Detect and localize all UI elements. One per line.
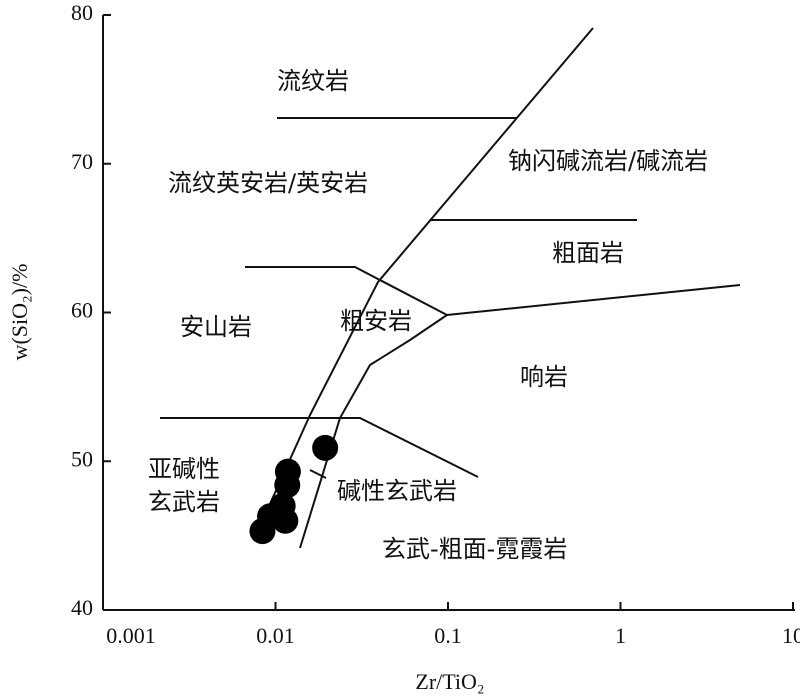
y-tick-label: 70 [71,149,93,174]
boundaries [160,27,741,549]
x-tick-label: 10 [782,623,800,648]
x-tick-label: 1 [615,623,626,648]
boundary-line [309,469,327,479]
region-label: 响岩 [520,363,568,391]
y-tick-label: 50 [71,446,93,471]
x-axis-label: Zr/TiO₂ [415,669,484,694]
region-label: 粗面岩 [552,239,624,267]
x-tick-label: 0.01 [256,623,295,648]
data-point [249,518,276,545]
region-label: 碱性玄武岩 [337,477,457,505]
region-label: 钠闪碱流岩/碱流岩 [508,147,708,175]
region-label: 流纹英安岩/英安岩 [168,169,368,197]
x-tick-label: 0.1 [434,623,462,648]
region-label: 安山岩 [180,313,252,341]
y-tick-label: 60 [71,298,93,323]
boundary-line [245,266,448,316]
region-label: 玄武-粗面-霓霞岩 [382,535,567,563]
x-tick-label: 0.001 [106,623,156,648]
region-label: 亚碱性 [148,455,220,483]
region-label: 玄武岩 [148,488,220,516]
boundary-line [160,417,479,478]
y-tick-label: 40 [71,595,93,620]
data-point [312,434,339,461]
region-label: 流纹岩 [277,67,349,95]
region-label: 粗安岩 [340,307,412,335]
y-axis-label: w(SiO₂)/% [7,264,32,361]
data-point [274,472,301,499]
y-tick-label: 80 [71,0,93,25]
